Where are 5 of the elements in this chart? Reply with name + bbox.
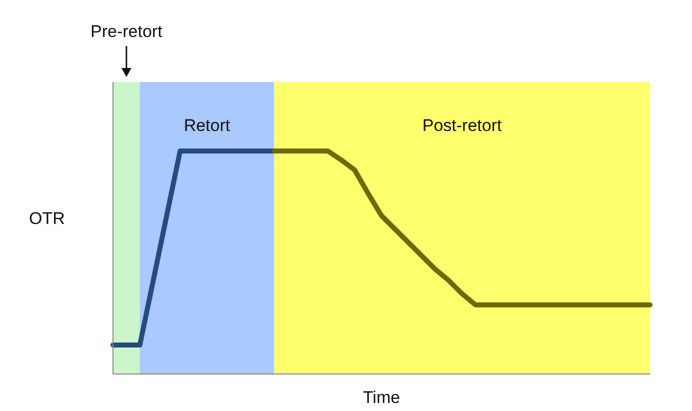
text: Pre-retort [90,22,163,41]
text: Retort [184,116,230,135]
text: Post-retort [422,116,502,135]
y-axis-title: OTR [29,209,65,228]
x-axis-title: Time [362,388,400,407]
